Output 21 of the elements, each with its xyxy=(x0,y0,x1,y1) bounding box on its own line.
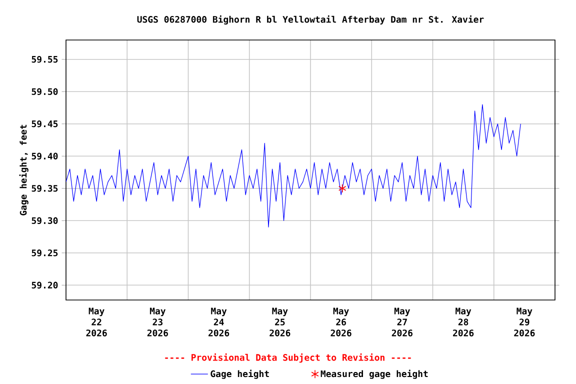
x-tick-label: May 27 2026 xyxy=(392,308,412,336)
y-tick-label: 59.30 xyxy=(32,217,58,224)
x-tick-label: May 29 2026 xyxy=(514,308,535,336)
x-tick-label: May 28 2026 xyxy=(453,308,474,336)
text: ---- Provisional Data Subject to Revision ---- xyxy=(165,353,411,363)
chart-title: USGS 06287000 Bighorn R bl Yellowtail Afterbay Dam nr St. Xavier xyxy=(137,15,484,24)
x-tick-label: May 26 2026 xyxy=(330,308,352,336)
y-tick-label: 59.40 xyxy=(32,152,58,160)
x-tick-label: May 24 2026 xyxy=(208,308,230,336)
y-tick-label: 59.45 xyxy=(32,120,58,128)
y-tick-label: 59.25 xyxy=(32,249,58,256)
y-tick-label: 59.50 xyxy=(32,88,58,96)
y-tick-label: 59.20 xyxy=(32,282,58,289)
legend-label: Measured gage height xyxy=(320,370,428,379)
legend-label: Gage height xyxy=(210,370,269,379)
x-tick-label: May 23 2026 xyxy=(147,308,168,336)
y-tick-label: 59.35 xyxy=(32,184,58,192)
y-tick-label: 59.55 xyxy=(32,56,58,63)
y-axis-title: Gage height, feet xyxy=(19,124,28,216)
x-tick-label: May 25 2026 xyxy=(270,308,290,336)
x-tick-label: May 22 2026 xyxy=(86,308,107,336)
